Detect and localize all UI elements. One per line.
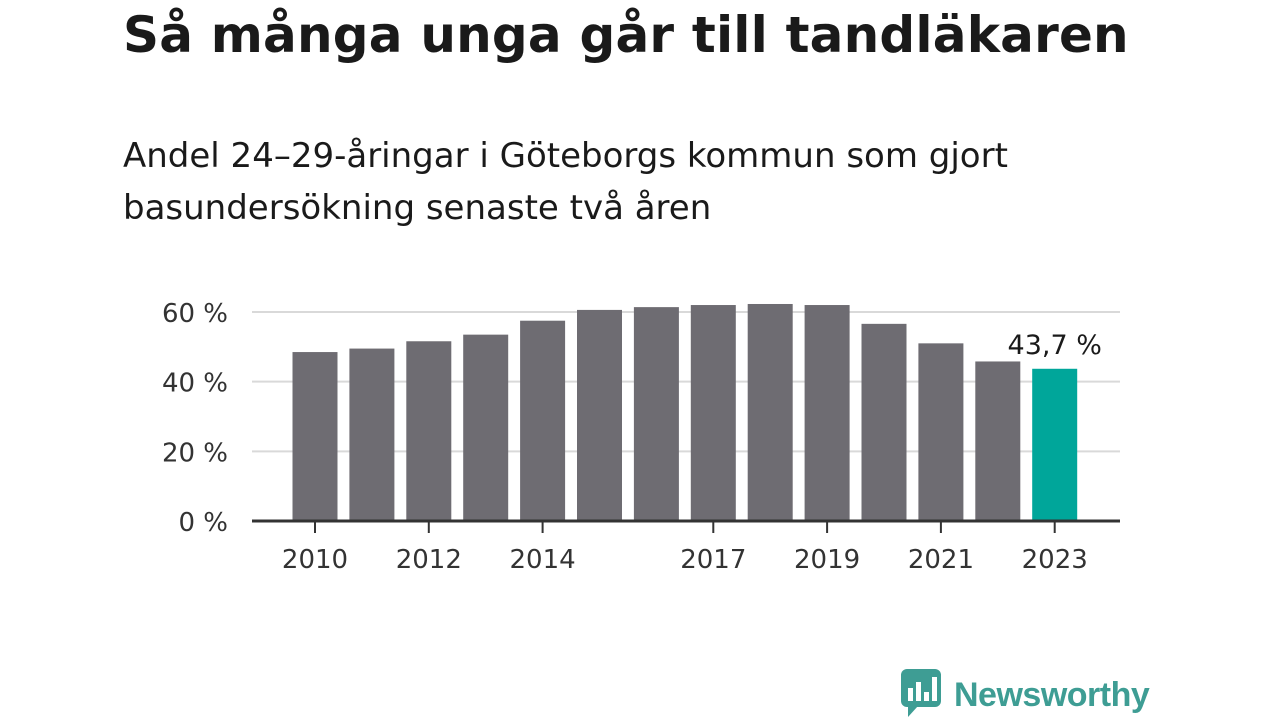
brand-logo: Newsworthy [900, 668, 1150, 722]
x-tick-label: 2010 [282, 545, 348, 575]
bar [975, 361, 1021, 521]
y-tick-label: 60 % [162, 299, 228, 329]
bar [804, 305, 850, 521]
x-tick-label: 2014 [510, 545, 576, 575]
bar [861, 323, 907, 521]
newsworthy-logo-icon [900, 668, 942, 722]
y-tick-label: 0 % [178, 508, 228, 538]
chart-subtitle: Andel 24–29-åringar i Göteborgs kommun s… [123, 136, 1008, 228]
bar [520, 320, 566, 521]
bar [577, 309, 622, 521]
x-axis-ticks: 2010 2012 2014 2017 2019 2021 2023 [282, 521, 1088, 575]
bar-chart: 0 % 20 % 40 % 60 % 2010 2012 2014 2017 2019 2021… [162, 299, 1120, 575]
bar [633, 307, 679, 521]
highlight-value-label: 43,7 % [1008, 330, 1102, 361]
x-tick-label: 2021 [908, 545, 974, 575]
x-tick-label: 2023 [1022, 545, 1088, 575]
y-axis-tick-labels: 0 % 20 % 40 % 60 % [162, 299, 228, 538]
bar [349, 348, 395, 521]
bar [463, 334, 509, 521]
brand-name: Newsworthy [954, 675, 1150, 714]
x-tick-label: 2012 [396, 545, 462, 575]
bar-highlight [1032, 368, 1078, 521]
x-tick-label: 2019 [794, 545, 860, 575]
bar [292, 352, 338, 521]
bar [747, 303, 793, 521]
bar [918, 343, 964, 521]
x-tick-label: 2017 [680, 545, 746, 575]
y-tick-label: 40 % [162, 369, 228, 399]
bar [690, 305, 736, 521]
y-tick-label: 20 % [162, 438, 228, 468]
bar [406, 341, 452, 521]
bars [292, 303, 1078, 521]
chart-title: Så många unga går till tandläkaren [123, 6, 1129, 64]
